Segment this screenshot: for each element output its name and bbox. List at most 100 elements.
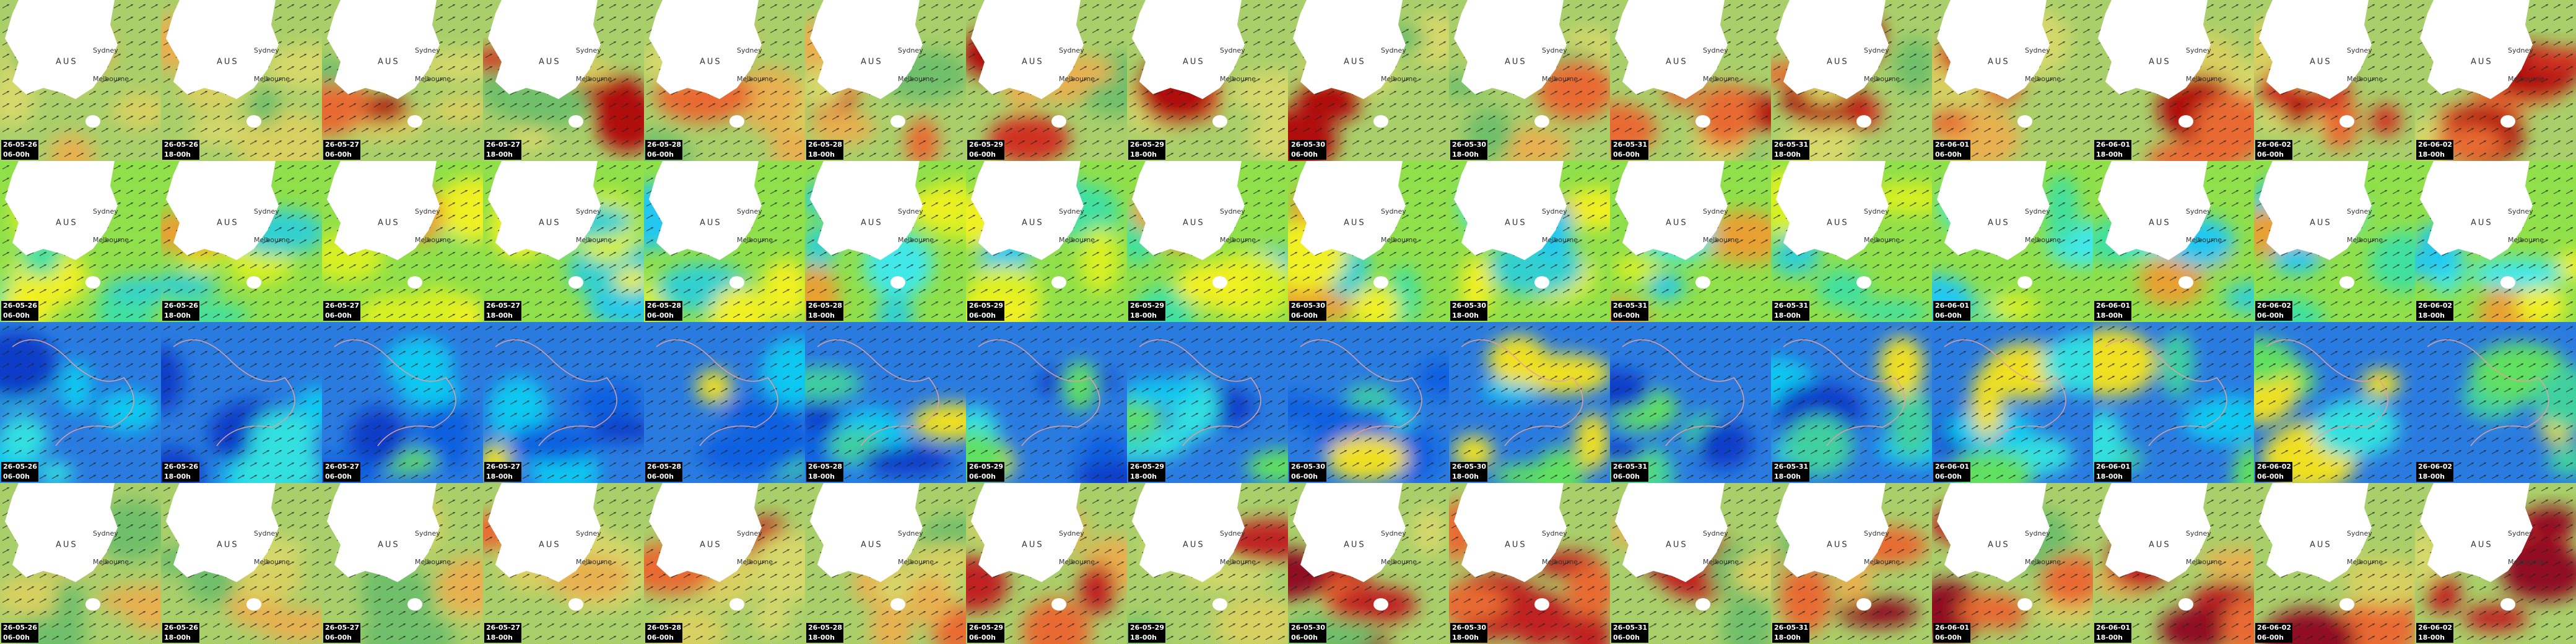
map-label: Sydney	[576, 46, 601, 54]
land	[2259, 0, 2372, 99]
land	[649, 0, 762, 99]
land	[971, 0, 1084, 99]
time-label: 06-00h	[3, 633, 30, 642]
land	[166, 161, 279, 260]
coastline	[1944, 339, 2066, 446]
time-label: 18-00h	[486, 311, 513, 320]
timestamp-box	[1128, 623, 1165, 643]
time-label: 06-00h	[647, 472, 674, 481]
time-label: 06-00h	[1291, 150, 1318, 159]
time-label: 06-00h	[1291, 472, 1318, 481]
map-label: Sydney	[2347, 529, 2372, 537]
land-tasmania	[1695, 276, 1710, 289]
land-tasmania	[2178, 276, 2193, 289]
map-label: Sydney	[1542, 46, 1567, 54]
timestamp-box	[1772, 140, 1809, 160]
map-label: Melbourne	[2186, 75, 2222, 83]
map-label: AUS	[1505, 219, 1527, 228]
land	[1776, 483, 1889, 582]
coastline	[2427, 339, 2549, 446]
date-label: 26-05-29	[969, 463, 1003, 471]
map-label: Sydney	[254, 207, 279, 215]
land	[327, 0, 440, 99]
map-label: Melbourne	[2347, 558, 2383, 566]
timestamp-box	[162, 623, 199, 643]
land-tasmania	[407, 115, 422, 128]
time-label: 06-00h	[647, 150, 674, 159]
map-label: AUS	[861, 58, 883, 67]
wind-arrows	[322, 322, 483, 483]
coastline	[1139, 339, 1261, 446]
timestamp-box	[2094, 462, 2131, 482]
land	[971, 161, 1084, 260]
date-label: 26-05-29	[1130, 302, 1164, 310]
timestamp-box	[2416, 301, 2453, 321]
map-label: Sydney	[415, 529, 440, 537]
map-label: Sydney	[1059, 46, 1084, 54]
land	[1293, 161, 1406, 260]
coastline	[334, 339, 456, 446]
land-tasmania	[246, 115, 261, 128]
map-label: AUS	[1183, 219, 1205, 228]
map-label: Melbourne	[415, 558, 451, 566]
map-label: Melbourne	[254, 75, 290, 83]
land	[1937, 483, 2050, 582]
date-label: 26-05-28	[647, 624, 681, 632]
map-label: AUS	[1022, 58, 1044, 67]
land	[327, 161, 440, 260]
map-label: Sydney	[737, 529, 762, 537]
date-label: 26-05-31	[1774, 463, 1808, 471]
timestamp-box	[1128, 140, 1165, 160]
map-label: AUS	[378, 541, 400, 550]
map-label: AUS	[1988, 541, 2010, 550]
timestamp-box	[484, 301, 521, 321]
map-label: Sydney	[1220, 46, 1245, 54]
map-label: Sydney	[2347, 46, 2372, 54]
map-label: AUS	[1827, 58, 1849, 67]
map-label: Sydney	[1381, 529, 1406, 537]
map-label: AUS	[378, 58, 400, 67]
time-label: 06-00h	[1935, 633, 1962, 642]
map-label: Melbourne	[898, 75, 934, 83]
date-label: 26-05-31	[1774, 302, 1808, 310]
land	[1454, 161, 1567, 260]
time-label: 18-00h	[486, 633, 513, 642]
map-label: AUS	[2149, 541, 2171, 550]
map-label: Melbourne	[93, 558, 129, 566]
land-tasmania	[1856, 115, 1871, 128]
land-tasmania	[729, 115, 744, 128]
date-label: 26-05-31	[1613, 624, 1647, 632]
timestamp-box	[1289, 301, 1326, 321]
timestamp-box	[1450, 140, 1487, 160]
wind-arrows	[161, 322, 322, 483]
map-label: Melbourne	[2025, 75, 2061, 83]
date-label: 26-06-01	[1935, 624, 1969, 632]
map-label: Melbourne	[737, 75, 773, 83]
coastline	[656, 339, 778, 446]
land-tasmania	[246, 276, 261, 289]
map-label: Melbourne	[576, 236, 612, 244]
date-label: 26-05-27	[486, 624, 520, 632]
map-label: Sydney	[898, 207, 923, 215]
time-label: 18-00h	[164, 311, 191, 320]
wind-arrows	[1932, 322, 2093, 483]
wind-arrows	[2415, 322, 2576, 483]
date-label: 26-06-01	[2096, 624, 2130, 632]
timestamp-box	[967, 301, 1004, 321]
